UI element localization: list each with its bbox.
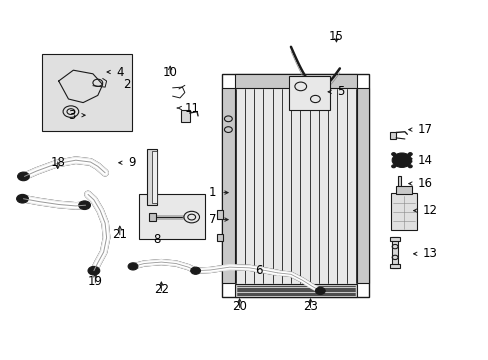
Text: 12: 12	[422, 204, 437, 217]
Text: 13: 13	[422, 247, 437, 260]
Bar	[390, 193, 416, 230]
Text: 2: 2	[123, 78, 131, 91]
Text: 14: 14	[417, 154, 432, 167]
Bar	[181, 110, 189, 122]
Bar	[222, 74, 368, 297]
Bar	[389, 132, 395, 139]
Circle shape	[391, 165, 395, 168]
Circle shape	[391, 153, 411, 167]
Bar	[391, 237, 397, 268]
Text: 6: 6	[255, 264, 263, 276]
Text: 16: 16	[417, 177, 432, 190]
Circle shape	[407, 153, 411, 156]
Text: 17: 17	[417, 123, 432, 136]
Text: 10: 10	[163, 66, 177, 79]
Circle shape	[391, 153, 395, 156]
Text: 21: 21	[112, 228, 127, 240]
Text: 19: 19	[88, 275, 102, 288]
Bar	[146, 149, 157, 205]
Circle shape	[88, 266, 100, 275]
Bar	[139, 194, 205, 239]
Bar	[216, 234, 223, 241]
Text: 3: 3	[68, 109, 76, 122]
Bar	[151, 151, 157, 203]
Bar	[222, 88, 234, 283]
Circle shape	[79, 201, 90, 210]
Circle shape	[407, 165, 411, 168]
Text: 20: 20	[232, 300, 246, 313]
Bar	[41, 54, 132, 131]
Bar	[234, 86, 356, 284]
Circle shape	[315, 287, 325, 294]
Bar	[216, 210, 223, 219]
Text: 23: 23	[303, 300, 317, 313]
Text: 15: 15	[328, 30, 343, 42]
Text: 1: 1	[208, 186, 216, 199]
Circle shape	[17, 194, 28, 203]
Bar	[397, 176, 401, 191]
Circle shape	[128, 263, 138, 270]
Circle shape	[190, 267, 200, 274]
Bar	[234, 284, 356, 297]
Text: 7: 7	[208, 213, 216, 226]
Text: 9: 9	[128, 156, 135, 169]
Bar	[356, 88, 368, 283]
Bar	[288, 76, 329, 110]
Bar	[149, 213, 156, 221]
Bar	[234, 74, 356, 88]
Text: 5: 5	[337, 85, 344, 98]
Text: 22: 22	[154, 283, 168, 296]
Text: 8: 8	[152, 233, 160, 246]
Text: 11: 11	[184, 102, 200, 114]
Circle shape	[18, 172, 29, 181]
Bar	[389, 264, 399, 268]
Bar	[395, 186, 411, 194]
Text: 4: 4	[116, 66, 123, 78]
Text: 18: 18	[50, 156, 65, 169]
Bar	[389, 237, 399, 241]
